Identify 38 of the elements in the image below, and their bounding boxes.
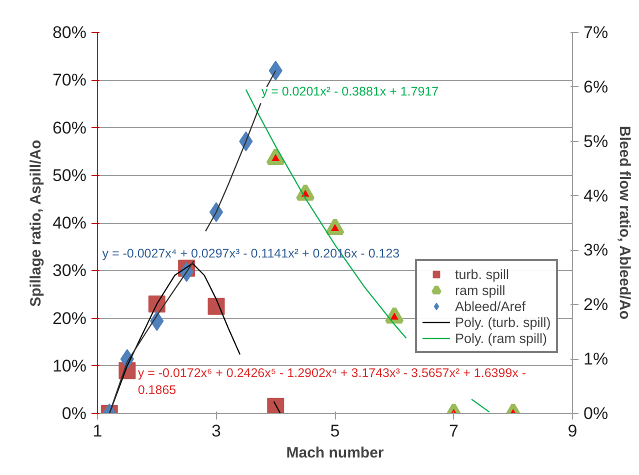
y2-tick-label: 5% [584, 132, 608, 151]
y-axis-title: Spillage ratio, Aspill/Ao [27, 140, 44, 307]
point [326, 218, 344, 236]
y2-tick-label: 2% [584, 295, 608, 314]
legend-label: ram spill [455, 282, 506, 298]
y-tick-label: 0% [62, 404, 87, 423]
y-tick-label: 30% [52, 261, 87, 280]
y2-tick-label: 1% [584, 350, 608, 369]
y-tick-label: 50% [52, 166, 87, 185]
legend-label: Poly. (turb. spill) [455, 314, 551, 330]
y2-tick-label: 0% [584, 404, 608, 423]
y-tick-label: 20% [52, 308, 87, 328]
y2-tick-label: 4% [584, 186, 608, 206]
y2-tick-label: 3% [584, 240, 608, 260]
point [208, 298, 225, 315]
annotation: y = -0.0172x⁶ + 0.2426x⁵ - 1.2902x⁴ + 3.1743x³ - 3.5657x² + 1.6399x - 0.1865 [138, 366, 526, 397]
y-tick-label: 60% [52, 118, 87, 138]
point [296, 184, 315, 201]
y-tick-label: 40% [52, 214, 87, 232]
point [266, 148, 286, 166]
annotation: y = 0.0201x² - 0.3881x + 1.7917 [261, 84, 439, 99]
legend-label: Ableed/Aref [455, 298, 526, 314]
x-axis-title: Mach number [286, 444, 384, 462]
y-tick-label: 80% [52, 23, 87, 42]
x-tick-label: 5 [330, 422, 340, 440]
point [384, 306, 404, 324]
legend-label: turb. spill [455, 266, 510, 282]
point [267, 398, 284, 414]
x-tick-label: 3 [212, 422, 221, 440]
y2-axis-title: Bleed flow ratio, Ableed/Ao [616, 126, 634, 320]
y2-tick-label: 7% [584, 23, 608, 42]
x-tick-label: 9 [568, 422, 578, 440]
y-tick-label: 10% [52, 356, 87, 376]
legend-label: Poly. (ram spill) [455, 330, 548, 346]
y-tick-label: 70% [52, 70, 87, 90]
x-tick-label: 1 [92, 422, 102, 440]
x-tick-label: 7 [449, 422, 458, 440]
y2-tick-label: 6% [584, 77, 608, 96]
